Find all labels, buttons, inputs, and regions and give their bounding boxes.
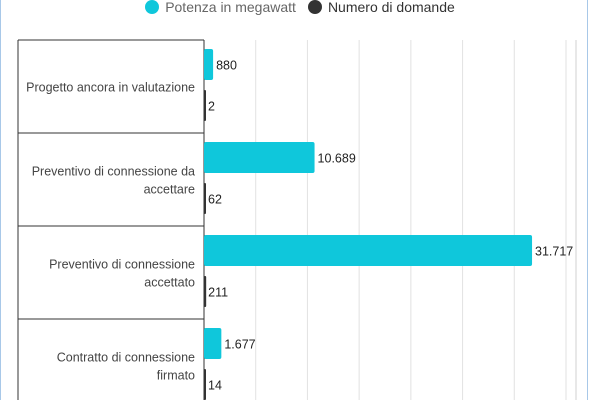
category-label: Preventivo di connessione da <box>32 165 195 179</box>
category-label: Progetto ancora in valutazione <box>26 81 195 95</box>
bar-power <box>204 328 222 359</box>
data-label-count: 2 <box>208 100 215 114</box>
legend-label-power: Potenza in megawatt <box>165 0 296 15</box>
bar-power <box>204 142 315 173</box>
data-label-count: 211 <box>208 286 228 300</box>
legend-item-power[interactable]: Potenza in megawatt <box>145 0 296 15</box>
bar-power <box>204 235 533 266</box>
bar-count <box>204 369 206 400</box>
category-label: accettare <box>144 183 195 197</box>
legend-swatch-power <box>145 0 160 14</box>
category-label: accettato <box>144 276 195 290</box>
data-label-count: 14 <box>208 379 222 393</box>
category-label: Contratto di connessione <box>57 351 195 365</box>
data-label-count: 62 <box>208 193 222 207</box>
bar-power <box>204 49 214 80</box>
data-label-power: 880 <box>216 59 237 73</box>
category-label: Preventivo di connessione <box>49 258 195 272</box>
data-label-power: 1.677 <box>224 338 255 352</box>
bar-count <box>204 90 206 121</box>
legend-item-count[interactable]: Numero di domande <box>307 0 455 15</box>
bar-count <box>204 183 206 214</box>
data-label-power: 10.689 <box>318 152 356 166</box>
legend: Potenza in megawatt Numero di domande <box>0 0 600 17</box>
data-label-power: 31.717 <box>535 245 573 259</box>
bar-count <box>204 276 207 307</box>
legend-label-count: Numero di domande <box>327 0 455 15</box>
legend-swatch-count <box>307 0 322 14</box>
category-label: firmato <box>157 369 195 383</box>
